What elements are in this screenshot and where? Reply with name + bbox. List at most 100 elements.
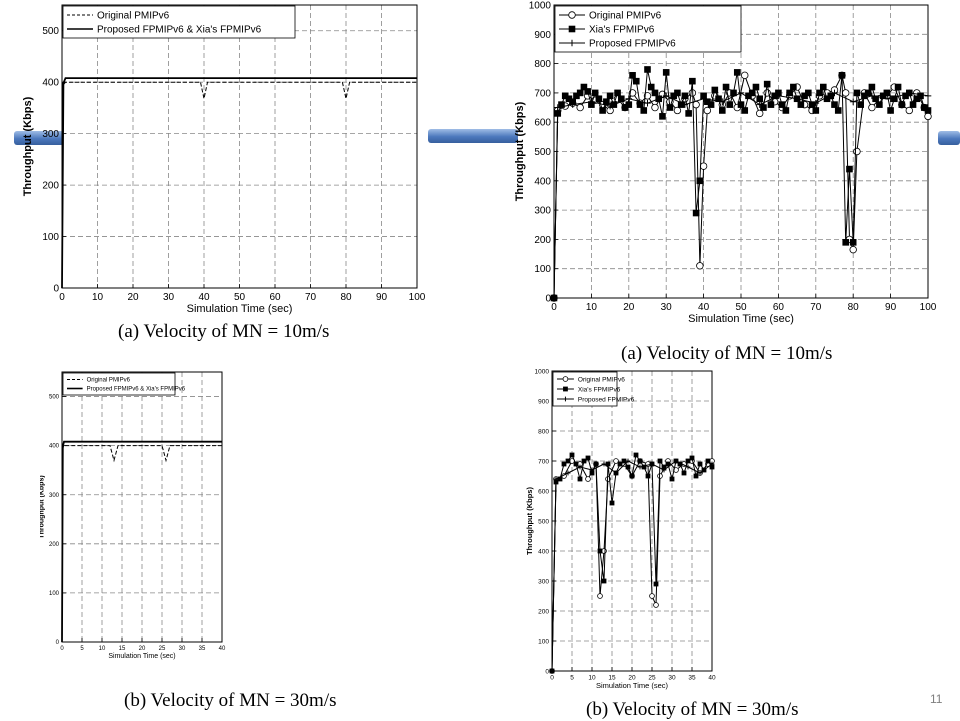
data-point-circle [597, 593, 603, 599]
y-tick-label: 800 [538, 428, 549, 435]
data-point-square [601, 578, 607, 584]
x-tick-label: 5 [570, 675, 574, 682]
data-point-square [603, 98, 610, 105]
x-tick-label: 15 [608, 675, 616, 682]
data-point-plus [606, 102, 614, 110]
chart-top-left: 0 10 20 30 40 50 60 70 80 90 100 0 100 200 300 400 500 Si… [22, 4, 426, 315]
data-point-circle [741, 71, 749, 80]
data-point-square [581, 458, 587, 464]
legend-label-0: Original PMIPv6 [97, 11, 170, 22]
data-point-plus [737, 89, 745, 97]
x-tick-label: 5 [80, 646, 84, 652]
y-tick-label: 900 [534, 30, 551, 41]
data-point-square [722, 83, 730, 91]
y-tick-label: 600 [538, 488, 549, 495]
data-point-square [576, 89, 584, 97]
y-tick-label: 200 [49, 542, 60, 548]
data-point-square [580, 83, 588, 91]
data-point-square [595, 95, 603, 103]
data-point-square [879, 92, 887, 100]
data-point-square [685, 458, 691, 464]
data-point-circle [924, 112, 932, 121]
x-axis-label: Simulation Time (sec) [187, 303, 293, 315]
data-point-square [599, 107, 606, 114]
data-point-circle [576, 103, 584, 112]
data-point-square [834, 107, 842, 114]
data-point-square [661, 464, 667, 470]
data-point-square [797, 101, 805, 108]
slide-accent-bar-middle [428, 129, 518, 143]
legend-label-1: Xia's FPMIPv6 [589, 25, 655, 36]
legend-label-0: Original PMIPv6 [578, 376, 625, 383]
data-point-square [589, 470, 595, 476]
x-tick-label: 25 [159, 646, 166, 652]
legend-box [554, 5, 742, 53]
x-tick-label: 30 [163, 292, 175, 303]
data-point-square [790, 83, 797, 91]
y-tick-label: 100 [49, 591, 60, 597]
legend-label-1: Xia's FPMIPv6 [578, 386, 621, 393]
x-axis-label: Simulation Time (sec) [108, 653, 175, 660]
x-tick-label: 10 [588, 675, 596, 682]
series-line-2 [553, 92, 929, 299]
x-tick-label: 90 [376, 292, 388, 303]
data-point-circle [699, 162, 708, 170]
x-tick-label: 90 [885, 302, 897, 313]
data-point-square [677, 461, 683, 467]
data-point-square [666, 104, 674, 111]
y-tick-label: 500 [42, 26, 59, 37]
x-tick-label: 35 [688, 675, 696, 682]
data-point-square [771, 92, 778, 100]
data-point-square [816, 89, 823, 97]
data-point-square [593, 461, 599, 467]
data-point-square [812, 107, 820, 114]
x-tick-label: 60 [773, 302, 785, 313]
x-tick-label: 40 [198, 292, 210, 303]
data-point-square [853, 89, 861, 97]
data-point-square [741, 107, 749, 114]
data-point-square [577, 476, 583, 482]
legend-marker-circle [568, 11, 576, 19]
data-point-square [861, 92, 868, 100]
y-tick-label: 0 [56, 640, 60, 646]
data-point-plus [549, 668, 555, 674]
x-tick-label: 50 [735, 302, 747, 313]
slide-accent-bar-left [14, 131, 64, 145]
y-tick-label: 500 [49, 395, 60, 401]
x-tick-label: 30 [668, 675, 676, 682]
y-axis-label: Throughput (Kbps) [40, 475, 45, 538]
x-tick-label: 80 [848, 302, 860, 313]
data-point-square [636, 101, 644, 108]
data-point-square [902, 92, 909, 100]
data-point-plus [906, 89, 913, 97]
data-point-square [864, 89, 872, 97]
x-tick-label: 40 [219, 646, 226, 652]
data-point-square [561, 92, 569, 100]
data-point-square [752, 83, 760, 91]
data-point-circle [643, 92, 652, 100]
y-tick-label: 400 [42, 78, 59, 89]
data-point-plus [569, 101, 576, 108]
data-point-square [808, 101, 816, 108]
data-point-square [782, 107, 790, 114]
data-point-plus [831, 89, 838, 97]
y-tick-label: 100 [534, 264, 551, 275]
data-point-square [659, 113, 666, 120]
y-tick-label: 200 [534, 235, 551, 246]
data-point-square [763, 80, 771, 88]
data-point-plus [625, 95, 633, 103]
data-point-square [689, 455, 695, 461]
data-point-square [868, 83, 876, 91]
data-point-square [633, 452, 639, 458]
data-point-circle [653, 602, 659, 608]
data-point-square [842, 239, 850, 246]
legend-box [62, 5, 296, 39]
legend-marker-plus [568, 39, 576, 47]
data-point-square [609, 500, 615, 506]
caption-bottom-left: (b) Velocity of MN = 30m/s [124, 690, 337, 711]
x-tick-label: 20 [139, 646, 146, 652]
slide-accent-bar-right [938, 131, 960, 145]
data-point-square [573, 92, 580, 100]
data-point-square [585, 455, 591, 461]
data-point-square [665, 461, 671, 467]
